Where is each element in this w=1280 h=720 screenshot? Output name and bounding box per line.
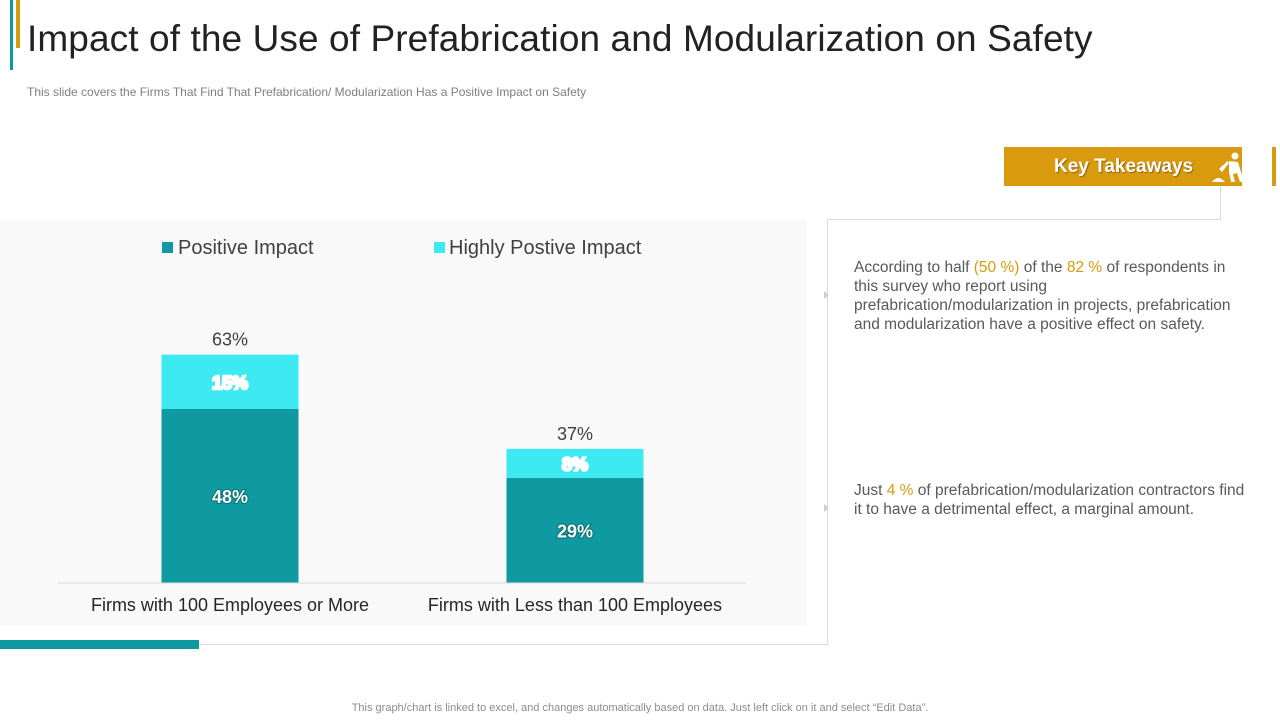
key-takeaways-title: Key Takeaways [1054,156,1194,177]
legend-swatch-highly-positive-impact [434,242,445,253]
data-label-small-firms-positive-impact: 29% [557,521,593,541]
bar-small-firms-highly-positive-impact[interactable] [506,448,644,478]
page-subtitle: This slide covers the Firms That Find Th… [27,85,587,99]
bottom-divider [199,644,829,645]
stacked-bar-chart[interactable]: Positive Impact Highly Postive Impact 48… [0,219,807,626]
legend-label-highly-positive-impact: Highly Postive Impact [449,237,642,259]
page-title: Impact of the Use of Prefabrication and … [27,18,1093,59]
takeaway-2-text-a: Just [854,482,887,499]
chart-panel[interactable]: Positive Impact Highly Postive Impact 48… [0,219,807,626]
takeaway-1-text-b: of the [1019,259,1067,276]
construction-worker-icon [1212,152,1244,182]
takeaway-item-2: Just 4 % of prefabrication/modularizatio… [854,481,1249,519]
bar-large-firms-positive-impact[interactable] [161,409,299,583]
x-tick-label-large-firms: Firms with 100 Employees or More [91,595,369,615]
takeaway-marker-1 [824,291,829,299]
total-label-large-firms: 63% [212,330,248,350]
bar-small-firms-positive-impact[interactable] [506,477,644,583]
takeaway-2-highlight-4: 4 % [886,482,914,499]
data-label-small-firms-highly-positive-impact: 8% [562,454,588,474]
title-accent-gold [16,0,20,48]
takeaway-1-text-a: According to half [854,259,974,276]
takeaway-item-1: According to half (50 %) of the 82 % of … [854,258,1249,334]
takeaway-1-highlight-50: (50 %) [973,259,1020,276]
bar-large-firms-highly-positive-impact[interactable] [161,354,299,409]
data-label-large-firms-positive-impact: 48% [212,487,248,507]
x-axis-labels: Firms with 100 Employees or More Firms w… [91,595,722,615]
banner-tail [1272,147,1276,186]
bottom-accent-bar [0,640,199,649]
takeaways-frame-left [827,220,828,645]
x-tick-label-small-firms: Firms with Less than 100 Employees [428,595,722,615]
legend-swatch-positive-impact [162,242,173,253]
takeaway-2-text-b: of prefabrication/modularization contrac… [854,482,1245,518]
takeaways-frame-top [827,219,1221,220]
takeaway-1-highlight-82: 82 % [1066,259,1103,276]
takeaway-1-text-c: of respondents in this survey who report… [854,259,1231,333]
takeaway-marker-2 [824,504,829,512]
chart-legend: Positive Impact Highly Postive Impact [162,237,642,259]
legend-label-positive-impact: Positive Impact [178,237,314,259]
title-accent-teal [10,0,13,70]
key-takeaways-banner: Key Takeaways [1004,147,1244,186]
takeaways-frame-connector [1220,186,1221,220]
total-label-small-firms: 37% [557,424,593,444]
data-label-large-firms-highly-positive-impact: 15% [212,373,248,393]
footer-note: This graph/chart is linked to excel, and… [351,702,929,714]
chart-bars: 48% 15% 63% 29% 8% 37% [161,330,644,583]
